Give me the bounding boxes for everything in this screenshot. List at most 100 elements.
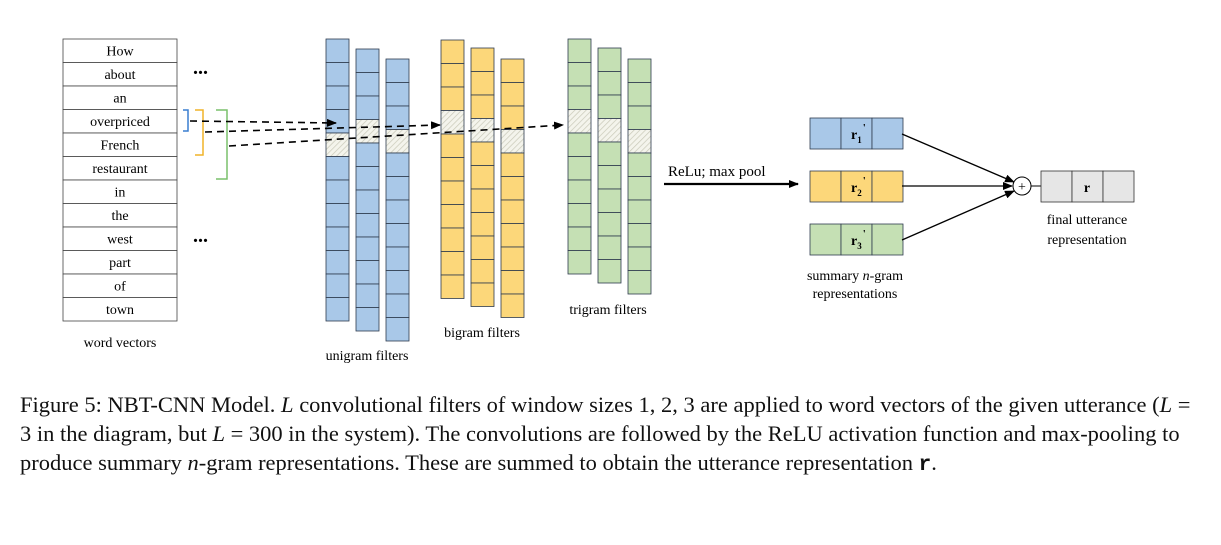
filter-cell (500, 246, 525, 271)
filter-cell (325, 38, 350, 63)
filter-cell (627, 105, 652, 130)
filter-cell (597, 71, 622, 96)
filter-cell (325, 203, 350, 228)
filter-cell (500, 270, 525, 295)
filter-cell (500, 152, 525, 177)
bracket-trigram (216, 109, 228, 180)
filter-cell (385, 317, 410, 342)
filter-cell-active (440, 110, 465, 135)
filter-cell (500, 58, 525, 83)
bigram-filter-column (500, 58, 525, 318)
filter-cell (440, 180, 465, 205)
filter-cell (597, 188, 622, 213)
filter-cell (355, 260, 380, 285)
filter-cell (597, 94, 622, 119)
filter-cell (470, 282, 495, 307)
word-text: the (111, 209, 128, 224)
filter-cell (500, 176, 525, 201)
word-text: French (101, 139, 140, 154)
filter-cell (627, 152, 652, 177)
summary-r2-symbol: r2' (851, 175, 866, 198)
filter-cell (385, 82, 410, 107)
filter-cell (355, 213, 380, 238)
ellipsis-top: ... (193, 57, 208, 79)
filter-cell (500, 105, 525, 130)
filter-cell (627, 199, 652, 224)
word-text: part (109, 256, 131, 271)
filter-cell (355, 166, 380, 191)
filter-cell (470, 71, 495, 96)
word-text: about (104, 68, 135, 83)
filter-cell (325, 179, 350, 204)
filter-cell (567, 38, 592, 63)
bracket-unigram (183, 109, 189, 132)
filter-groups (325, 38, 652, 342)
filter-cell (500, 293, 525, 318)
filter-cell (470, 235, 495, 260)
unigram-filter-column (325, 38, 350, 322)
filter-cell (597, 212, 622, 237)
sum-plus-sign: + (1018, 180, 1026, 195)
filter-cell (627, 82, 652, 107)
filter-cell (325, 85, 350, 110)
dashed-to-unigram (189, 118, 337, 127)
filter-cell (627, 270, 652, 295)
filter-cell (597, 47, 622, 72)
filter-cell (500, 82, 525, 107)
unigram-filter-column (355, 48, 380, 332)
summary-r1: r1' (809, 117, 904, 150)
word-text: restaurant (92, 162, 147, 177)
filter-cell (440, 274, 465, 299)
filter-cell (470, 212, 495, 237)
filter-cell (567, 226, 592, 251)
filter-cell (440, 157, 465, 182)
bigram-filter-column (440, 39, 465, 299)
filter-cell (627, 176, 652, 201)
filter-cell (325, 273, 350, 298)
filter-cell (355, 189, 380, 214)
filter-cell (385, 270, 410, 295)
filter-cell (355, 236, 380, 261)
filter-cell (627, 246, 652, 271)
filter-cell (567, 203, 592, 228)
summary-r3-symbol: r3' (851, 228, 866, 251)
filter-cell (440, 133, 465, 158)
label-summary-line2: representations (813, 287, 898, 302)
summary-representations: r1' r2' r3' (809, 117, 904, 256)
label-summary-line1: summary n-gram (807, 269, 903, 284)
filter-cell (470, 141, 495, 166)
filter-cell (470, 47, 495, 72)
dashed-to-trigram (228, 121, 564, 147)
filter-cell (470, 188, 495, 213)
summary-r1-symbol: r1' (851, 122, 866, 145)
filter-cell (440, 39, 465, 64)
filter-cell (355, 142, 380, 167)
nbt-cnn-diagram: How about an overpriced French restaurant in th… (62, 38, 1135, 364)
ellipsis-bottom: ... (193, 225, 208, 247)
filter-cell (440, 86, 465, 111)
filter-cell (385, 223, 410, 248)
label-trigram-filters: trigram filters (569, 303, 646, 318)
bracket-bigram (195, 109, 204, 156)
filter-cell (325, 250, 350, 275)
filter-cell-active (355, 119, 380, 144)
word-cell (62, 297, 178, 322)
filter-cell (355, 95, 380, 120)
filter-cell (500, 199, 525, 224)
filter-cell (597, 235, 622, 260)
filter-cell-active (325, 132, 350, 157)
filter-cell (440, 251, 465, 276)
word-text: west (107, 233, 133, 248)
label-unigram-filters: unigram filters (326, 349, 409, 364)
filter-cell (627, 58, 652, 83)
filter-cell (325, 297, 350, 322)
word-text: town (106, 303, 134, 318)
filter-cell (567, 132, 592, 157)
filter-cell (470, 259, 495, 284)
arrow-r3-to-sum (901, 190, 1015, 241)
word-vectors-column: How about an overpriced French restaurant in th… (62, 38, 178, 322)
figure-caption: Figure 5: NBT-CNN Model. L convolutional… (20, 392, 1191, 477)
filter-cell (385, 293, 410, 318)
filter-cell-active (567, 109, 592, 134)
filter-cell-active (597, 118, 622, 143)
